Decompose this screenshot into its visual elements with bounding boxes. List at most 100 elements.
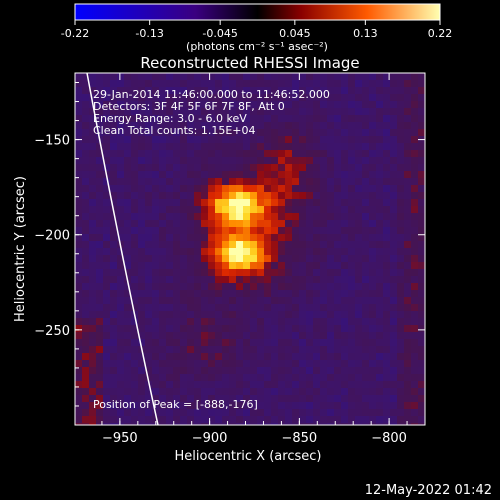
heatmap-cell	[299, 115, 307, 123]
heatmap-cell	[348, 157, 356, 165]
heatmap-cell	[369, 360, 377, 368]
heatmap-cell	[250, 206, 258, 214]
heatmap-cell	[89, 122, 97, 130]
heatmap-cell	[166, 143, 174, 151]
heatmap-cell	[131, 220, 139, 228]
heatmap-cell	[96, 199, 104, 207]
heatmap-cell	[103, 318, 111, 326]
heatmap-cell	[292, 206, 300, 214]
heatmap-cell	[264, 234, 272, 242]
heatmap-cell	[404, 374, 412, 382]
heatmap-cell	[145, 73, 153, 81]
heatmap-cell	[124, 108, 132, 116]
heatmap-cell	[215, 129, 223, 137]
heatmap-cell	[278, 227, 286, 235]
heatmap-cell	[355, 241, 363, 249]
heatmap-cell	[201, 416, 209, 424]
heatmap-cell	[397, 101, 405, 109]
heatmap-cell	[334, 185, 342, 193]
heatmap-cell	[299, 206, 307, 214]
heatmap-cell	[285, 108, 293, 116]
heatmap-cell	[362, 101, 370, 109]
heatmap-cell	[348, 283, 356, 291]
heatmap-cell	[306, 213, 314, 221]
heatmap-cell	[390, 353, 398, 361]
heatmap-cell	[96, 73, 104, 81]
heatmap-cell	[257, 143, 265, 151]
heatmap-cell	[82, 332, 90, 340]
heatmap-cell	[348, 199, 356, 207]
heatmap-cell	[215, 360, 223, 368]
heatmap-cell	[348, 80, 356, 88]
heatmap-cell	[187, 262, 195, 270]
heatmap-cell	[404, 80, 412, 88]
heatmap-cell	[229, 416, 237, 424]
heatmap-cell	[201, 87, 209, 95]
heatmap-cell	[320, 262, 328, 270]
heatmap-cell	[236, 423, 244, 425]
heatmap-cell	[229, 325, 237, 333]
heatmap-cell	[278, 360, 286, 368]
heatmap-cell	[145, 339, 153, 347]
heatmap-cell	[397, 122, 405, 130]
heatmap-cell	[96, 416, 104, 424]
heatmap-cell	[306, 248, 314, 256]
heatmap-cell	[362, 136, 370, 144]
heatmap-cell	[355, 318, 363, 326]
heatmap-cell	[103, 241, 111, 249]
heatmap-cell	[131, 199, 139, 207]
heatmap-cell	[334, 374, 342, 382]
heatmap-cell	[285, 409, 293, 417]
heatmap-cell	[159, 164, 167, 172]
heatmap-cell	[103, 87, 111, 95]
heatmap-cell	[131, 80, 139, 88]
heatmap-cell	[194, 304, 202, 312]
heatmap-cell	[75, 325, 83, 333]
heatmap-cell	[194, 122, 202, 130]
heatmap-cell	[397, 150, 405, 158]
heatmap-cell	[243, 178, 251, 186]
heatmap-cell	[390, 87, 398, 95]
heatmap-cell	[285, 136, 293, 144]
heatmap-cell	[187, 171, 195, 179]
heatmap-cell	[152, 283, 160, 291]
heatmap-cell	[320, 234, 328, 242]
heatmap-cell	[278, 311, 286, 319]
heatmap-cell	[390, 346, 398, 354]
heatmap-cell	[208, 255, 216, 263]
heatmap-cell	[201, 283, 209, 291]
heatmap-cell	[82, 192, 90, 200]
heatmap-cell	[89, 157, 97, 165]
heatmap-cell	[278, 129, 286, 137]
heatmap-cell	[82, 374, 90, 382]
heatmap-cell	[397, 276, 405, 284]
heatmap-cell	[369, 423, 377, 425]
heatmap-cell	[355, 255, 363, 263]
heatmap-cell	[159, 374, 167, 382]
heatmap-cell	[313, 241, 321, 249]
heatmap-cell	[222, 297, 230, 305]
heatmap-cell	[131, 206, 139, 214]
heatmap-cell	[355, 262, 363, 270]
heatmap-cell	[117, 178, 125, 186]
heatmap-cell	[271, 276, 279, 284]
heatmap-cell	[222, 269, 230, 277]
heatmap-cell	[96, 283, 104, 291]
heatmap-cell	[222, 241, 230, 249]
heatmap-cell	[166, 423, 174, 425]
heatmap-cell	[411, 101, 419, 109]
heatmap-cell	[383, 402, 391, 410]
heatmap-cell	[341, 346, 349, 354]
heatmap-cell	[411, 73, 419, 81]
heatmap-cell	[341, 290, 349, 298]
heatmap-cell	[383, 220, 391, 228]
heatmap-cell	[159, 143, 167, 151]
heatmap-cell	[362, 325, 370, 333]
heatmap-cell	[110, 276, 118, 284]
heatmap-cell	[117, 80, 125, 88]
heatmap-cell	[355, 227, 363, 235]
heatmap-cell	[110, 255, 118, 263]
heatmap-cell	[103, 395, 111, 403]
heatmap-cell	[180, 87, 188, 95]
heatmap-cell	[292, 213, 300, 221]
